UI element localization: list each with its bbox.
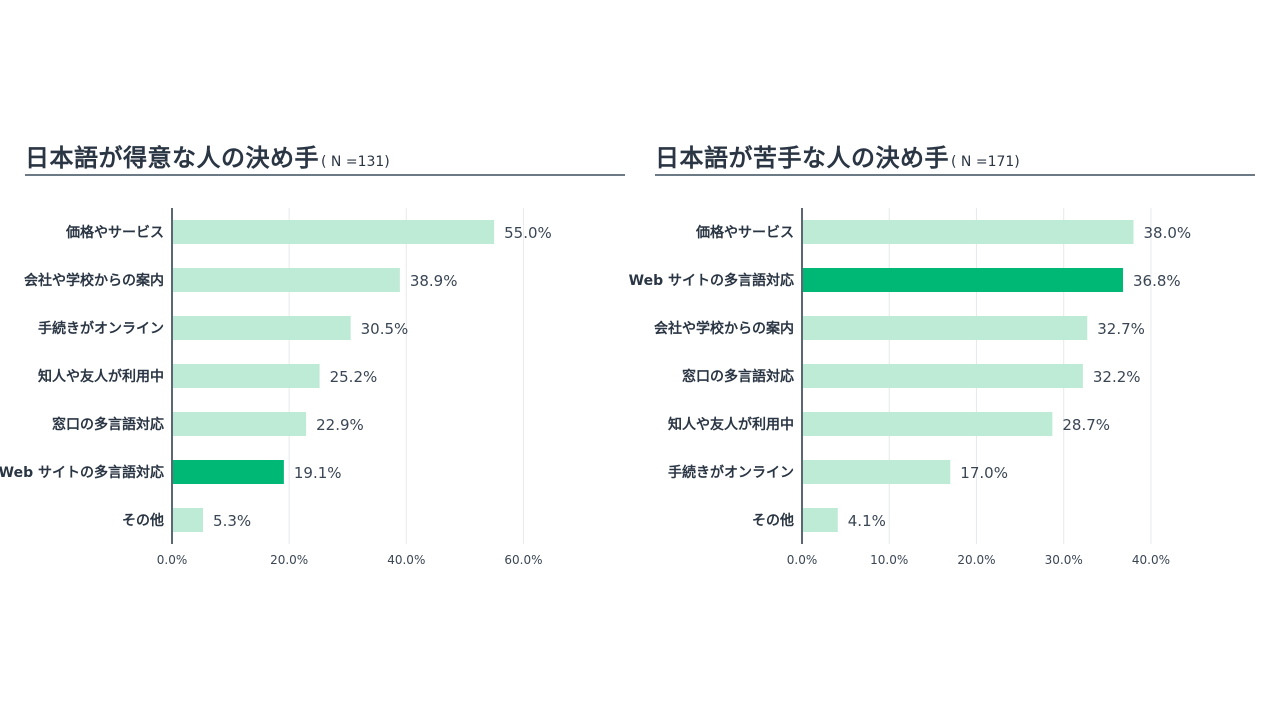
- sample-size-label: ( N =131): [321, 154, 390, 170]
- bar: [172, 460, 284, 484]
- left-chart-panel: 日本語が得意な人の決め手( N =131) 0.0% 20.0% 40.0% 60.0…: [0, 0, 625, 720]
- bar: [802, 412, 1053, 436]
- bar: [802, 316, 1088, 340]
- value-label: 22.9%: [316, 416, 364, 434]
- chart-title-text: 日本語が得意な人の決め手: [25, 144, 319, 172]
- title-underline: [25, 174, 625, 176]
- value-label: 36.8%: [1133, 272, 1181, 290]
- value-label: 38.0%: [1143, 224, 1191, 242]
- bar: [802, 220, 1134, 244]
- x-tick-label: 40.0%: [387, 553, 425, 567]
- value-label: 25.2%: [330, 368, 378, 386]
- bar: [802, 268, 1124, 292]
- bar: [172, 364, 320, 388]
- bar: [172, 268, 400, 292]
- value-label: 38.9%: [410, 272, 458, 290]
- bar: [802, 460, 951, 484]
- x-tick-label: 0.0%: [787, 553, 818, 567]
- x-tick-label: 20.0%: [270, 553, 308, 567]
- bar: [172, 508, 204, 532]
- category-label: 会社や学校からの案内: [654, 320, 794, 337]
- bar: [172, 220, 495, 244]
- value-label: 17.0%: [960, 464, 1008, 482]
- x-tick-label: 10.0%: [870, 553, 908, 567]
- value-label: 30.5%: [361, 320, 409, 338]
- category-label: 価格やサービス: [65, 224, 164, 241]
- title-underline: [655, 174, 1255, 176]
- category-label: その他: [752, 512, 794, 529]
- category-label: 窓口の多言語対応: [52, 416, 164, 433]
- value-label: 28.7%: [1062, 416, 1110, 434]
- x-tick-label: 60.0%: [504, 553, 542, 567]
- category-label: 価格やサービス: [695, 224, 794, 241]
- chart-title-text: 日本語が苦手な人の決め手: [655, 144, 949, 172]
- bar: [802, 508, 838, 532]
- bar-chart-right: 0.0% 10.0% 20.0% 30.0% 40.0% 価格やサービス 38.0% Web …: [629, 208, 1191, 567]
- value-label: 55.0%: [504, 224, 552, 242]
- category-label: 手続きがオンライン: [38, 320, 164, 337]
- value-label: 5.3%: [213, 512, 251, 530]
- value-label: 32.2%: [1093, 368, 1141, 386]
- x-tick-label: 40.0%: [1132, 553, 1170, 567]
- category-label: 会社や学校からの案内: [24, 272, 164, 289]
- bar: [802, 364, 1083, 388]
- sample-size-label: ( N =171): [951, 154, 1020, 170]
- x-tick-label: 20.0%: [957, 553, 995, 567]
- chart-title: 日本語が得意な人の決め手( N =131): [25, 138, 390, 173]
- category-label: その他: [122, 512, 164, 529]
- category-label: Web サイトの多言語対応: [629, 272, 794, 289]
- category-label: 知人や友人が利用中: [668, 416, 794, 433]
- chart-title: 日本語が苦手な人の決め手( N =171): [655, 138, 1020, 173]
- bar: [172, 412, 307, 436]
- value-label: 32.7%: [1097, 320, 1145, 338]
- category-label: 窓口の多言語対応: [682, 368, 794, 385]
- bar: [172, 316, 351, 340]
- category-label: 知人や友人が利用中: [38, 368, 164, 385]
- category-label: 手続きがオンライン: [668, 464, 794, 481]
- value-label: 19.1%: [294, 464, 342, 482]
- value-label: 4.1%: [848, 512, 886, 530]
- right-chart-panel: 日本語が苦手な人の決め手( N =171) 0.0% 10.0% 20.0% 30.0…: [629, 0, 1255, 720]
- x-tick-label: 0.0%: [157, 553, 188, 567]
- category-label: Web サイトの多言語対応: [0, 464, 164, 481]
- bar-chart-left: 0.0% 20.0% 40.0% 60.0% 価格やサービス 55.0% 会社や学校からの案…: [0, 208, 552, 567]
- x-tick-label: 30.0%: [1045, 553, 1083, 567]
